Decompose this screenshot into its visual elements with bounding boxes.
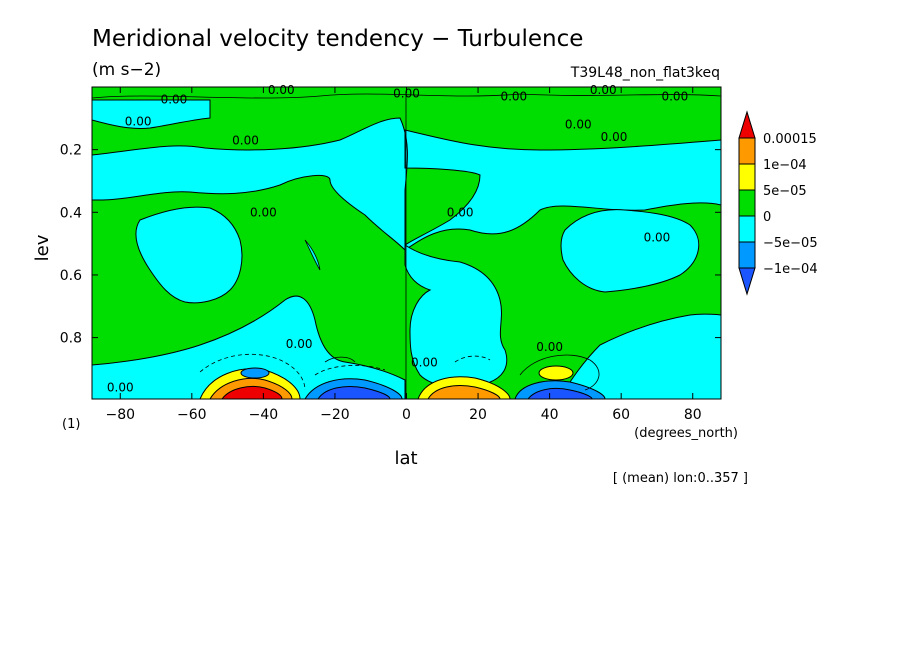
colorbar-label: 1e−04	[763, 158, 807, 173]
x-tick-label: 80	[684, 407, 702, 423]
y-tick-label: 0.2	[60, 143, 82, 159]
contour-fill-layer	[92, 87, 721, 399]
colorbar-segment	[738, 241, 756, 269]
chart-title: Meridional velocity tendency − Turbulenc…	[92, 26, 583, 52]
region-southern-lower	[92, 295, 406, 399]
region-northern-lower	[559, 313, 721, 399]
x-tick-label: −80	[105, 407, 135, 423]
surface-extrema	[199, 365, 606, 399]
region-southern-midlevel	[135, 206, 243, 304]
colorbar-label: −5e−05	[763, 236, 818, 251]
x-tick-label: 60	[612, 407, 630, 423]
contour-label: 0.00	[536, 340, 563, 354]
x-axis-label: lat	[394, 448, 417, 469]
y-axis-units: (1)	[62, 417, 80, 432]
region-upper-band	[92, 117, 721, 251]
contour-label: 0.00	[447, 205, 474, 219]
region-south-lower-blue	[240, 367, 270, 379]
colorbar-label: 0	[763, 210, 771, 225]
contour-label: 0.00	[250, 205, 277, 219]
contour-lines	[92, 93, 721, 399]
contour-labels: 0.00 0.00 0.00 0.00 0.00 0.00 0.00 0.00 0.00 0.00…	[107, 83, 688, 395]
chart-units: (m s−2)	[92, 60, 161, 80]
region-north-surface-neg-inner	[527, 387, 593, 399]
region-west-edge	[92, 99, 211, 129]
x-tick-label: −20	[320, 407, 350, 423]
contour-label: 0.00	[107, 381, 134, 395]
colorbar-label: −1e−04	[763, 262, 818, 277]
contour-label: 0.00	[601, 130, 628, 144]
region-surface-neg-inner	[317, 385, 391, 399]
contour-label: 0.00	[125, 114, 152, 128]
colorbar-segment	[738, 215, 756, 243]
contour-label: 0.00	[161, 93, 188, 107]
y-tick-label: 0.4	[60, 205, 82, 221]
experiment-label: T39L48_non_flat3keq	[570, 65, 720, 81]
region-northern-midlevel	[560, 209, 700, 293]
contour-label: 0.00	[411, 356, 438, 370]
colorbar-label: 5e−05	[763, 184, 807, 199]
region-surface-pos-inner	[427, 385, 501, 399]
footnote: [ (mean) lon:0..357 ]	[613, 471, 748, 486]
contour-label: 0.00	[393, 86, 420, 100]
x-tick-label: 40	[541, 407, 559, 423]
colorbar-segment	[738, 137, 756, 165]
x-tick-label: −60	[177, 407, 207, 423]
colorbar-segment	[738, 163, 756, 191]
y-axis: 0.2 0.4 0.6 0.8	[60, 143, 721, 347]
y-tick-label: 0.6	[60, 268, 82, 284]
x-tick-label: 0	[402, 407, 411, 423]
contour-label: 0.00	[268, 83, 295, 97]
x-axis: −80 −60 −40 −20 0 20 40 60 80	[105, 87, 702, 423]
y-axis-label: lev	[32, 234, 53, 261]
region-north-yellow-max	[538, 365, 574, 381]
x-tick-label: 20	[469, 407, 487, 423]
colorbar-bottom-arrow	[738, 267, 756, 296]
contour-label: 0.00	[286, 337, 313, 351]
colorbar-label: 0.00015	[763, 132, 817, 147]
contour-label: 0.00	[661, 89, 688, 103]
contour-label: 0.00	[232, 133, 259, 147]
contour-label: 0.00	[644, 230, 671, 244]
colorbar: 0.00015 1e−04 5e−05 0 −5e−05 −1e−04	[738, 110, 818, 296]
contour-label: 0.00	[565, 118, 592, 132]
contour-label: 0.00	[590, 83, 617, 97]
contour-label: 0.00	[500, 89, 527, 103]
x-tick-label: −40	[249, 407, 279, 423]
x-axis-units: (degrees_north)	[634, 426, 738, 441]
colorbar-segment	[738, 189, 756, 217]
region-south-surface-pos-red	[221, 385, 283, 399]
y-tick-label: 0.8	[60, 331, 82, 347]
colorbar-top-arrow	[738, 110, 756, 139]
